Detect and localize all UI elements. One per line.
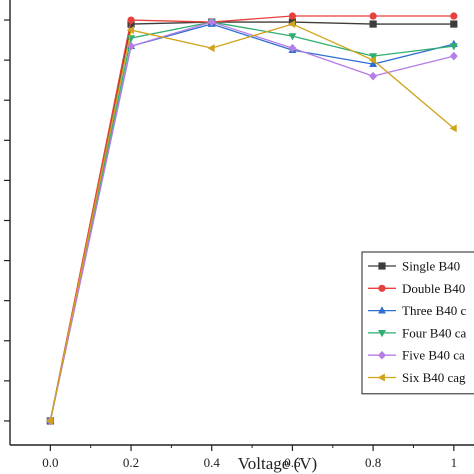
legend-marker — [378, 306, 386, 314]
data-point — [369, 53, 378, 61]
data-point — [369, 59, 378, 68]
legend-marker — [378, 350, 386, 360]
series-line — [49, 21, 454, 422]
x-tick-label: 1 — [451, 455, 458, 470]
legend: Single B40 Double B40 Three B40 c Four B40 … — [361, 251, 474, 395]
legend-label: Six B40 cag — [402, 370, 466, 385]
plot-area — [46, 12, 458, 426]
data-point — [449, 51, 458, 61]
series-line — [49, 15, 454, 422]
data-point — [126, 26, 134, 35]
data-point — [450, 12, 458, 20]
legend-marker — [378, 262, 386, 270]
legend-marker — [378, 284, 386, 292]
data-point — [449, 43, 458, 51]
legend-label: Four B40 ca — [402, 325, 467, 340]
data-point — [449, 124, 457, 133]
legend-box — [361, 251, 474, 395]
series-6 — [46, 20, 457, 425]
data-point — [46, 416, 54, 425]
data-point — [369, 20, 377, 28]
data-point — [288, 33, 297, 41]
data-point — [207, 44, 215, 53]
axes: 0.0 0.2 0.4 0.6 0.8 1 — [4, 0, 474, 470]
x-tick-label: 0.0 — [42, 455, 58, 470]
legend-label: Three B40 c — [402, 303, 466, 318]
data-point — [450, 20, 458, 28]
series-line — [49, 23, 455, 422]
data-point — [369, 12, 377, 20]
x-axis-title: Voltage (V) — [238, 454, 317, 473]
legend-label: Five B40 ca — [402, 348, 465, 363]
legend-label: Double B40 — [402, 281, 465, 296]
data-point — [127, 41, 136, 51]
series-line — [49, 21, 454, 422]
data-point — [127, 20, 135, 28]
legend-marker — [378, 330, 386, 338]
x-tick-label: 0.4 — [204, 455, 221, 470]
legend-label: Single B40 — [402, 259, 460, 274]
data-point — [288, 20, 296, 29]
data-point — [369, 71, 378, 81]
data-point — [368, 56, 377, 65]
data-point — [207, 17, 216, 27]
data-point — [127, 16, 135, 24]
data-point — [288, 43, 297, 53]
data-point — [288, 12, 297, 20]
series-line — [49, 21, 454, 422]
x-tick-label: 0.2 — [123, 455, 139, 470]
legend-marker — [377, 373, 385, 382]
x-tick-label: 0.8 — [365, 455, 381, 470]
x-tick-label: 0.6 — [284, 455, 301, 470]
